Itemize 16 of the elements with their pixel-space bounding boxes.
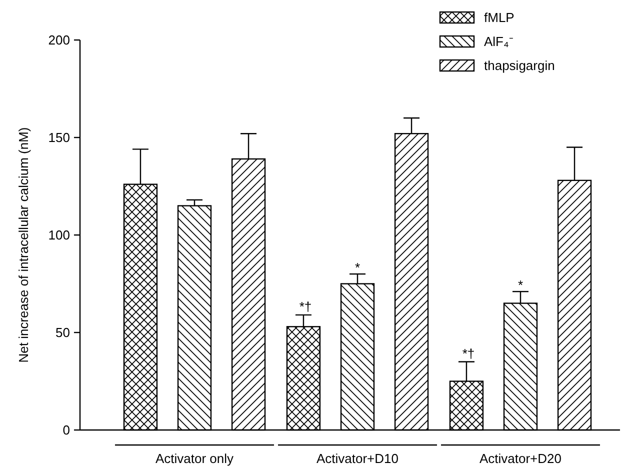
y-tick-label: 150 bbox=[48, 130, 70, 146]
annotation: * bbox=[518, 278, 524, 293]
y-tick-label: 50 bbox=[56, 325, 70, 340]
annotation: *† bbox=[462, 346, 475, 361]
legend-label: AlF₄⁻ bbox=[484, 34, 513, 49]
x-tick-label: Activator only bbox=[155, 451, 234, 466]
x-tick-label: Activator+D10 bbox=[316, 451, 399, 466]
y-axis-title: Net increase of intracellular calcium (nM) bbox=[16, 127, 31, 363]
y-tick-label: 100 bbox=[48, 228, 70, 243]
legend-label: fMLP bbox=[484, 10, 514, 25]
x-tick-label: Activator+D20 bbox=[479, 451, 562, 466]
y-tick-label: 0 bbox=[62, 422, 70, 438]
y-tick-label: 200 bbox=[48, 32, 70, 48]
annotation: * bbox=[354, 260, 360, 275]
legend-label: thapsigargin bbox=[484, 58, 555, 73]
annotation: *† bbox=[299, 298, 312, 314]
